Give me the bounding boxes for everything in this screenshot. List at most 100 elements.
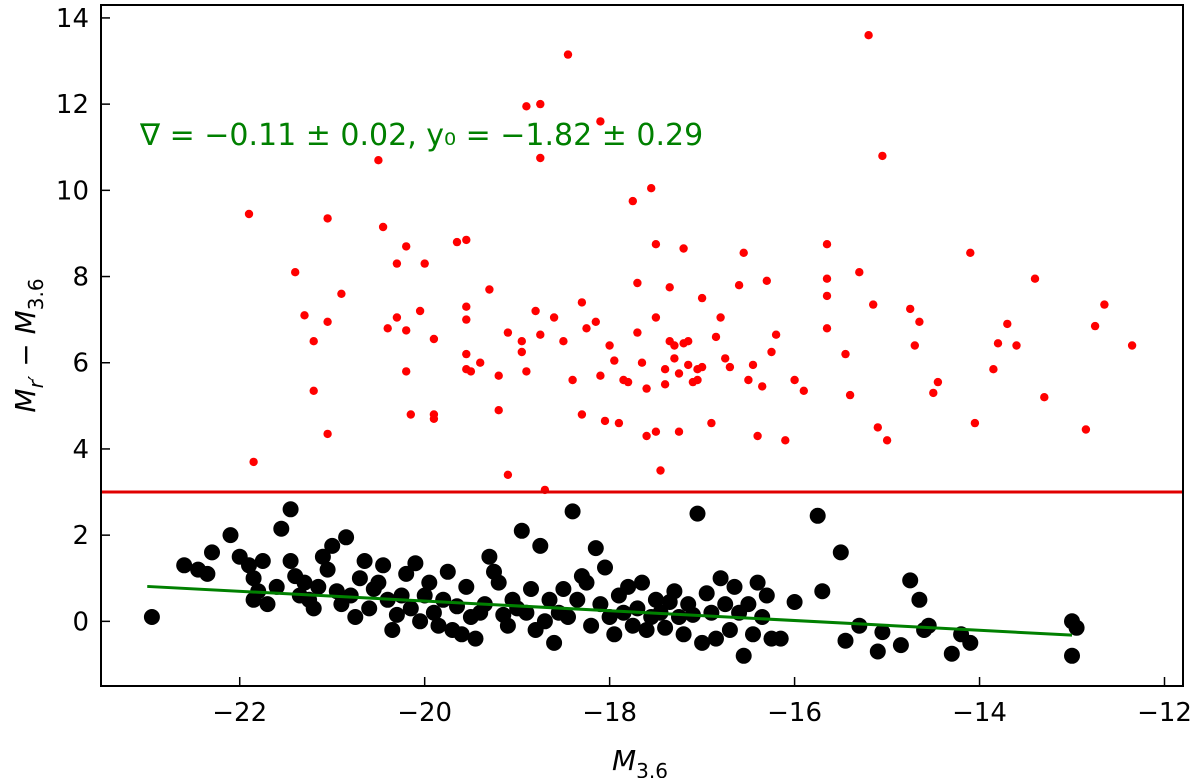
red-point xyxy=(734,281,744,290)
black-point xyxy=(513,522,530,539)
red-point xyxy=(429,414,439,423)
red-point xyxy=(1030,274,1040,283)
y-tick-label: 6 xyxy=(72,349,89,379)
black-point xyxy=(384,622,401,638)
black-point xyxy=(712,570,729,587)
black-point xyxy=(657,619,674,636)
red-point xyxy=(989,365,998,374)
black-point xyxy=(143,609,160,625)
red-point xyxy=(531,306,540,316)
red-point xyxy=(684,360,693,370)
black-point xyxy=(726,578,743,595)
red-point xyxy=(707,418,716,428)
red-point xyxy=(739,248,748,257)
black-point xyxy=(569,591,586,608)
black-point-series xyxy=(143,501,1085,664)
black-point xyxy=(735,647,752,664)
red-point xyxy=(462,315,471,324)
red-point xyxy=(549,313,559,322)
black-point xyxy=(430,617,447,634)
black-point xyxy=(241,557,257,574)
x-tick-label: −16 xyxy=(767,698,822,728)
red-point xyxy=(665,283,674,292)
red-point xyxy=(402,242,411,251)
x-tick-label: −18 xyxy=(582,698,637,728)
y-tick-label: 2 xyxy=(72,521,89,551)
y-tick-label: 10 xyxy=(56,176,89,206)
black-point xyxy=(851,617,868,634)
black-point xyxy=(449,598,465,615)
black-point xyxy=(708,630,724,647)
red-point xyxy=(1003,319,1012,329)
red-point xyxy=(614,418,624,428)
red-point xyxy=(462,302,471,311)
red-point xyxy=(642,384,651,393)
red-point xyxy=(660,380,670,389)
y-tick-label: 0 xyxy=(72,607,89,637)
black-point xyxy=(481,548,498,565)
red-point xyxy=(244,209,254,219)
red-point xyxy=(845,390,855,400)
black-point xyxy=(721,622,738,638)
black-point xyxy=(675,626,692,643)
black-point xyxy=(421,574,438,591)
black-point xyxy=(809,507,826,524)
red-point xyxy=(582,324,591,333)
black-point xyxy=(745,626,761,643)
black-point xyxy=(439,563,456,580)
red-point xyxy=(476,358,485,367)
red-point xyxy=(697,362,707,372)
red-point xyxy=(337,289,346,298)
red-point xyxy=(623,377,633,387)
red-point xyxy=(855,268,864,277)
black-point xyxy=(620,578,637,595)
red-point xyxy=(970,418,980,428)
red-point xyxy=(374,156,383,165)
red-point xyxy=(536,99,545,109)
black-point xyxy=(592,596,609,613)
black-point xyxy=(555,581,572,597)
black-point xyxy=(1064,647,1080,664)
red-point xyxy=(864,31,873,40)
red-point xyxy=(647,184,656,193)
red-point-series xyxy=(244,31,1137,495)
black-point xyxy=(869,643,886,660)
black-point xyxy=(305,600,322,617)
red-point xyxy=(781,436,790,445)
black-point xyxy=(490,574,507,591)
red-point xyxy=(651,313,661,322)
red-point xyxy=(790,375,799,385)
red-point xyxy=(610,356,619,365)
red-point xyxy=(633,328,642,337)
black-point xyxy=(361,600,378,617)
red-point xyxy=(402,367,411,376)
red-point xyxy=(392,259,402,268)
red-point xyxy=(559,337,568,346)
red-point xyxy=(771,330,781,339)
black-point xyxy=(671,609,687,625)
red-point xyxy=(577,410,587,419)
red-point xyxy=(725,362,735,372)
red-point xyxy=(748,360,758,370)
black-point xyxy=(467,630,484,647)
black-point xyxy=(694,634,711,651)
red-point xyxy=(822,291,832,301)
red-point xyxy=(693,375,702,385)
black-point xyxy=(606,626,623,643)
red-point xyxy=(420,259,429,268)
black-point xyxy=(583,617,600,634)
x-tick-label: −20 xyxy=(397,698,452,728)
black-point xyxy=(814,583,831,600)
black-point xyxy=(425,604,442,621)
red-point xyxy=(684,337,693,346)
red-point xyxy=(642,431,651,441)
red-point xyxy=(882,436,892,445)
black-point xyxy=(564,503,581,520)
red-point xyxy=(716,313,725,322)
red-point xyxy=(674,427,684,436)
red-point xyxy=(462,235,471,245)
red-point xyxy=(1012,341,1021,350)
red-point xyxy=(670,354,679,363)
red-point xyxy=(651,427,661,436)
black-point xyxy=(943,645,960,662)
